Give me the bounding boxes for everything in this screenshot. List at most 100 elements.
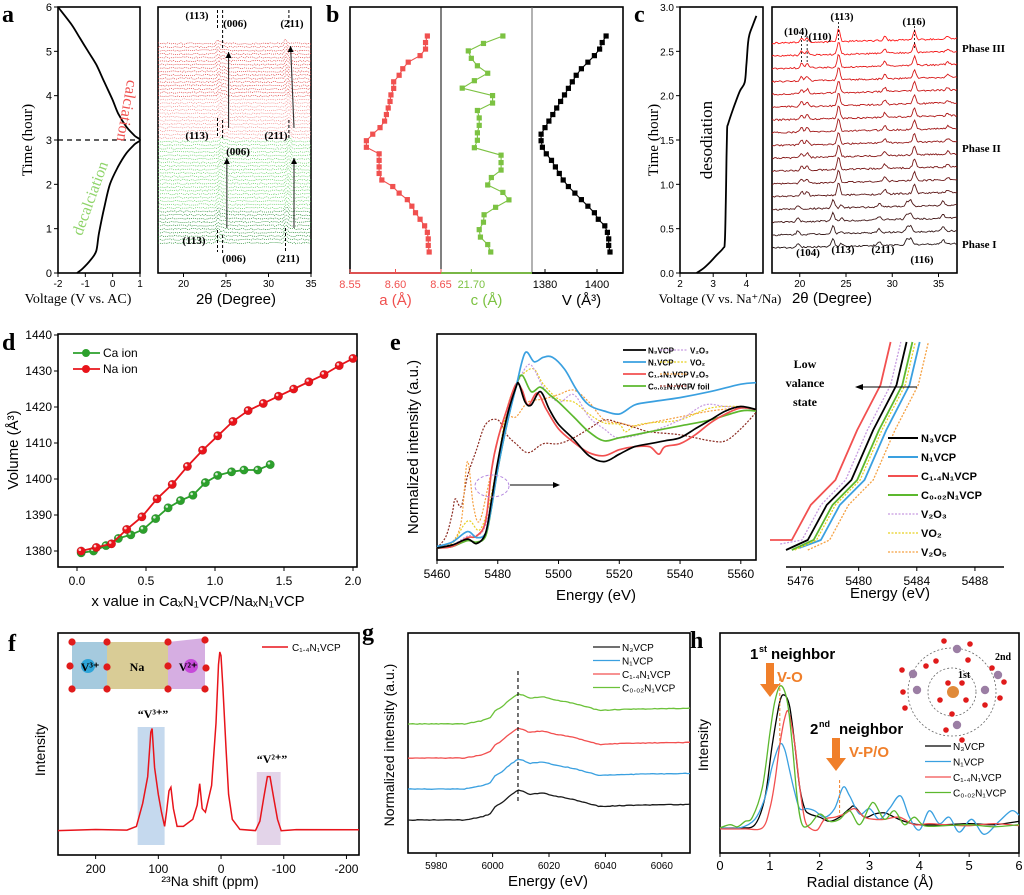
c-right-x-tick-label: 25 (840, 279, 852, 290)
b-data-point-a (424, 229, 430, 235)
c-right-xrd-pattern (771, 53, 958, 70)
d-data-point-highlight (260, 400, 264, 404)
h-legend-label: N₁VCP (953, 758, 984, 769)
b-data-point-a (385, 105, 391, 111)
inset-label-v3: V³⁺ (81, 660, 100, 674)
c-right-xrd-pattern (771, 105, 958, 122)
b-data-point-V (542, 125, 548, 131)
a-right-xrd-pattern (157, 147, 312, 154)
d-data-point (258, 398, 268, 408)
e-zoom-legend-label: V₂O₅ (921, 547, 947, 559)
b-data-point-c (474, 130, 480, 136)
b-data-point-a (417, 53, 423, 59)
a-right-xrd-pattern (157, 84, 312, 91)
d-data-point-highlight (190, 492, 193, 496)
a-right-xrd-pattern (157, 88, 312, 94)
g-legend-label: C₁.₄N₁VCP (622, 670, 671, 681)
b-data-point-c (485, 70, 491, 76)
b-data-point-V (606, 242, 612, 249)
oxygen-atom-icon (1001, 679, 1007, 685)
c-left-x-tick-label: 4 (744, 279, 750, 290)
d-data-point (253, 465, 263, 475)
a-right-xrd-pattern (157, 213, 312, 220)
b-data-point-a (422, 39, 429, 46)
e-zoom-series (780, 341, 902, 545)
d-y-tick-label: 1440 (25, 328, 52, 342)
c-right-xrd-pattern (771, 144, 958, 160)
h-inset-label-2nd: 2nd (995, 652, 1012, 663)
d-y-tick-label: 1390 (25, 508, 52, 522)
a-left-y-tick-label: 2 (46, 179, 52, 191)
c-right-xrd-pattern (771, 198, 957, 211)
oxygen-atom-icon (989, 665, 995, 671)
b-data-point-V (573, 72, 579, 78)
e-main-series (436, 412, 757, 549)
a-right-xrd-pattern (157, 196, 312, 203)
b-data-point-c (471, 145, 477, 151)
down-arrow-icon (826, 738, 846, 771)
b-data-point-c (489, 92, 496, 99)
low-valance-annotation: state (793, 395, 818, 409)
g-x-tick-label: 6020 (538, 861, 561, 872)
d-x-axis-label: x value in CaₓN₁VCP/NaₓN₁VCP (91, 593, 304, 610)
panel-label-e: e (390, 330, 401, 356)
e-main-highlight-ellipse (474, 474, 510, 498)
h-x-tick-label: 4 (916, 858, 923, 873)
c-left-y-axis-label: Time (hour) (646, 104, 662, 176)
a-right-xrd-pattern (157, 126, 312, 133)
c-left-x-axis-label: Voltage (V vs. Na⁺/Na) (659, 291, 782, 306)
b-data-point-a (376, 151, 382, 157)
b-data-point-V (538, 131, 544, 137)
d-data-point (334, 361, 344, 371)
panel-label-a: a (2, 2, 14, 28)
c-left-y-tick-label: 3.0 (660, 3, 674, 14)
b-data-point-a (381, 118, 388, 124)
b-data-point-V (595, 216, 601, 222)
b-tick-label: 1400 (585, 279, 609, 291)
b-data-point-V (565, 85, 571, 91)
e-main-series (436, 363, 757, 549)
peak-label: (104) (796, 247, 820, 259)
oxygen-atom-icon (959, 680, 965, 686)
b-data-point-a (422, 223, 428, 229)
c-right-xrd-pattern (771, 67, 958, 83)
b-data-point-a (396, 190, 402, 196)
d-data-point-highlight (215, 472, 218, 476)
d-data-point (137, 512, 147, 522)
b-data-point-c (500, 189, 506, 196)
b-data-point-a (405, 59, 411, 65)
a-right-xrd-pattern (157, 129, 312, 136)
oxygen-atom-icon (965, 657, 971, 663)
e-zoom-legend-label: V₂O₃ (921, 509, 947, 521)
a-right-xrd-pattern (157, 164, 312, 171)
oxygen-atom-icon (902, 705, 908, 711)
phosphorus-atom-icon (912, 685, 922, 695)
a-right-xrd-pattern (157, 188, 312, 196)
b-data-point-a (425, 242, 431, 249)
a-right-frame (157, 6, 312, 274)
e-zoom-legend-label: C₁.₄N₁VCP (921, 471, 977, 483)
a-right-xrd-pattern (157, 231, 312, 238)
a-right-xrd-pattern (157, 66, 312, 73)
peak-label: (116) (910, 254, 934, 266)
a-right-xrd-pattern (157, 94, 312, 101)
b-data-point-V (556, 170, 562, 177)
vanadium-atom-icon (947, 686, 959, 698)
down-arrow-icon (760, 663, 780, 697)
e-main-legend-label: VO₂ (690, 359, 706, 368)
phosphorus-atom-icon (952, 720, 962, 730)
a-right-xrd-pattern (157, 161, 312, 168)
c-left-charge-curve (696, 15, 758, 274)
c-left-frame (679, 6, 764, 274)
c-left-y-tick-label: 0.0 (660, 269, 674, 280)
h-inset-outer-shell (907, 647, 997, 737)
b-data-point-a (422, 46, 429, 52)
d-y-axis-label: Volume (Å³) (5, 410, 22, 489)
h-annotation-vpo: V-P/O (849, 744, 889, 761)
oxygen-atom-icon (164, 685, 172, 693)
d-data-point-highlight (230, 418, 233, 422)
e-zoom-legend-label: C₀.₀₂N₁VCP (921, 490, 982, 502)
e-main-legend-label: C₁.₄N₁VCP (648, 371, 689, 380)
d-data-point-highlight (215, 433, 218, 436)
c-right-x-tick-label: 30 (887, 279, 899, 290)
